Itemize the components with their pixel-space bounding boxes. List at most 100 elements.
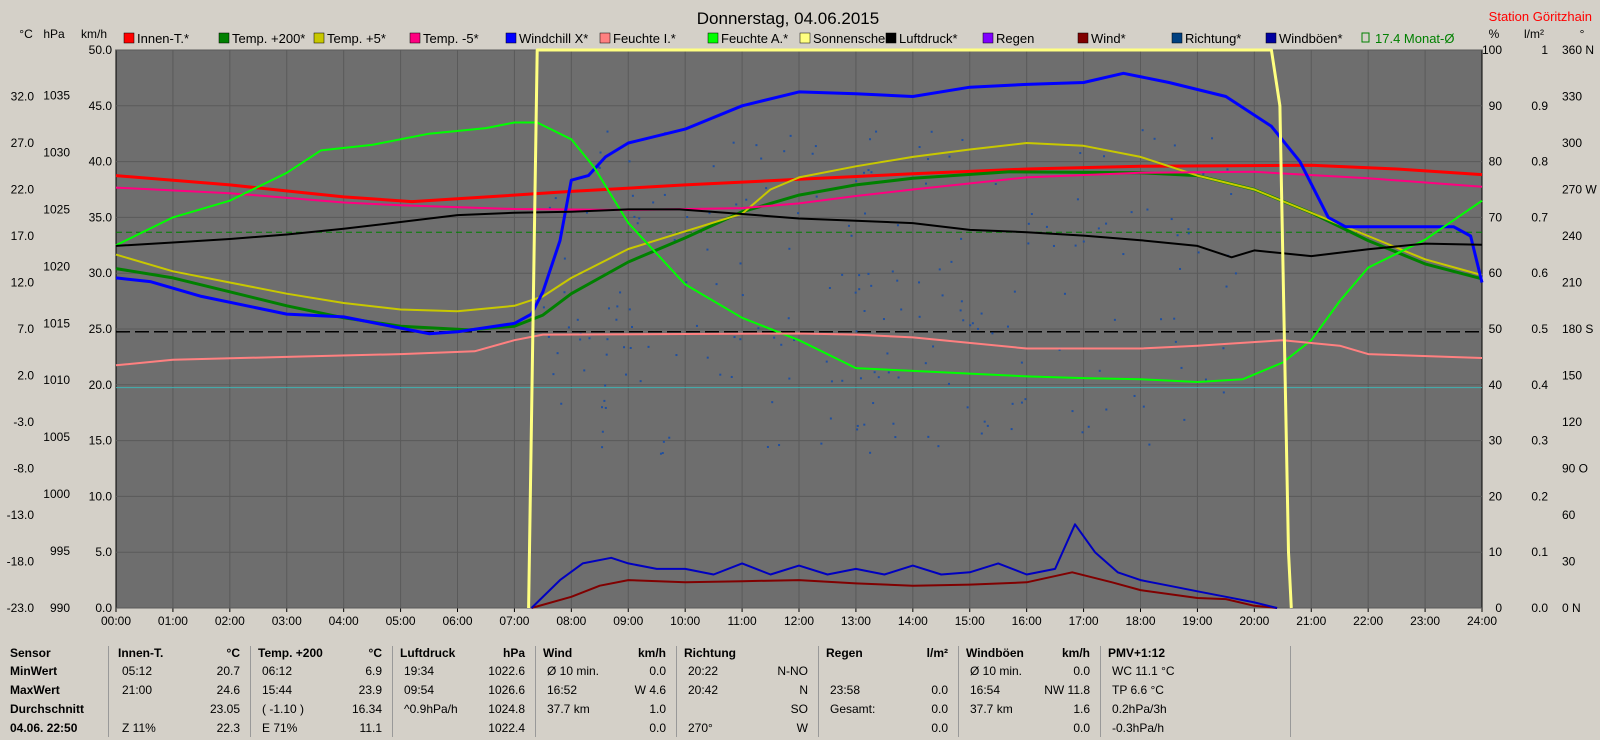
stats-column-title: PMV+1:12 <box>1108 646 1166 660</box>
stats-cell-label: 37.7 km <box>970 702 1013 716</box>
stats-cell-label: 270° <box>688 721 713 735</box>
x-tick-label: 13:00 <box>841 614 871 628</box>
direction-tick-label: 300 <box>1562 136 1582 150</box>
direction-dot <box>793 339 796 342</box>
direction-dot <box>850 234 853 237</box>
direction-dot <box>926 158 929 161</box>
direction-dot <box>673 238 676 241</box>
stats-row-labels: Sensor MinWert MaxWert Durchschnitt 04.0… <box>0 646 109 737</box>
direction-dot <box>745 198 748 201</box>
stats-cell-label: 21:00 <box>122 683 153 697</box>
stats-cell-row: TP 6.6 °C <box>1100 683 1290 702</box>
direction-dot <box>715 283 718 286</box>
stats-cell-value: N <box>799 683 808 697</box>
direction-dot <box>1204 378 1207 381</box>
direction-dot <box>547 335 550 338</box>
stats-column-title: Innen-T. <box>118 646 164 660</box>
stats-cell-row: 05:12 20.7 <box>110 664 250 683</box>
stats-cell-value: 11.1 <box>359 721 382 735</box>
legend-swatch <box>1265 32 1277 44</box>
direction-tick-label: 240 <box>1562 229 1582 243</box>
direction-dot <box>633 215 636 218</box>
direction-dot <box>1222 347 1225 350</box>
legend-swatch <box>1077 32 1089 44</box>
wind-tick-label: 45.0 <box>89 99 113 113</box>
stats-cell-label: Ø 10 min. <box>970 664 1023 678</box>
legend-swatch <box>123 32 135 44</box>
direction-dot <box>563 291 566 294</box>
direction-dot <box>825 360 828 363</box>
stats-cell-value: W 4.6 <box>634 683 666 697</box>
stats-column-title: Wind <box>543 646 573 660</box>
legend-label: Luftdruck* <box>899 31 958 46</box>
stats-cell-label: 06:12 <box>262 664 293 678</box>
stats-cell-label: -0.3hPa/h <box>1112 721 1165 735</box>
stats-column-unit: hPa <box>502 646 525 660</box>
direction-dot <box>1027 222 1030 225</box>
direction-tick-label: 0 N <box>1562 601 1581 615</box>
direction-dot <box>1087 425 1090 428</box>
direction-dot <box>1173 144 1176 147</box>
direction-dot <box>847 224 850 227</box>
humidity-tick-label: 80 <box>1489 155 1503 169</box>
stats-column: Windböen km/h Ø 10 min. 0.0 16:54 NW 11.8 37.7… <box>958 646 1101 737</box>
x-tick-label: 24:00 <box>1467 614 1497 628</box>
direction-dot <box>1180 366 1183 369</box>
direction-tick-label: 360 N <box>1562 43 1594 57</box>
direction-dot <box>1079 152 1082 155</box>
direction-dot <box>960 300 963 303</box>
direction-dot <box>599 151 602 154</box>
x-tick-label: 07:00 <box>499 614 529 628</box>
direction-dot <box>896 279 899 282</box>
stats-column-unit: l/m² <box>926 646 948 660</box>
direction-dot <box>869 451 872 454</box>
direction-dot <box>859 377 862 380</box>
humidity-tick-label: 40 <box>1489 378 1503 392</box>
direction-dot <box>741 294 744 297</box>
x-tick-label: 16:00 <box>1012 614 1042 628</box>
direction-dot <box>548 206 551 209</box>
stats-cell-value: 0.0 <box>931 683 948 697</box>
direction-dot <box>1082 240 1085 243</box>
direction-dot <box>1234 272 1237 275</box>
humidity-tick-label: 10 <box>1489 545 1503 559</box>
stats-cell-row: 21:00 24.6 <box>110 683 250 702</box>
temp-tick-label: -13.0 <box>7 508 35 522</box>
direction-dot <box>601 446 604 449</box>
direction-dot <box>870 171 873 174</box>
stats-cell-row: Ø 10 min. 0.0 <box>535 664 676 683</box>
rain-tick-label: 0.4 <box>1531 378 1548 392</box>
direction-dot <box>628 308 631 311</box>
stats-cell-value: 23.05 <box>209 702 240 716</box>
pressure-tick-label: 1015 <box>43 316 70 330</box>
direction-tick-label: 330 <box>1562 90 1582 104</box>
direction-dot <box>788 247 791 250</box>
station-name: Station Göritzhain <box>1489 9 1592 24</box>
direction-dot <box>875 130 878 133</box>
direction-dot <box>925 182 928 185</box>
stats-cell-row: SO <box>676 702 818 721</box>
direction-dot <box>652 201 655 204</box>
direction-dot <box>588 337 591 340</box>
temp-tick-label: 12.0 <box>11 276 35 290</box>
direction-dot <box>1225 285 1228 288</box>
direction-dot <box>604 384 607 387</box>
direction-dot <box>1133 394 1136 397</box>
series-line <box>530 523 1278 609</box>
direction-dot <box>1024 398 1027 401</box>
direction-dot <box>685 281 688 284</box>
x-tick-label: 08:00 <box>556 614 586 628</box>
series-line <box>115 71 1484 336</box>
pressure-tick-label: 990 <box>50 601 70 615</box>
direction-dot <box>1187 228 1190 231</box>
direction-dot <box>1010 428 1013 431</box>
direction-dot <box>887 371 890 374</box>
direction-dot <box>1197 251 1200 254</box>
row-label-current: 04.06. 22:50 <box>10 721 78 735</box>
stats-cell-row: 23.05 <box>110 702 250 721</box>
direction-dot <box>625 373 628 376</box>
direction-dot <box>1097 227 1100 230</box>
stats-column-unit: °C <box>368 646 382 660</box>
direction-dot <box>771 401 774 404</box>
x-tick-label: 14:00 <box>898 614 928 628</box>
